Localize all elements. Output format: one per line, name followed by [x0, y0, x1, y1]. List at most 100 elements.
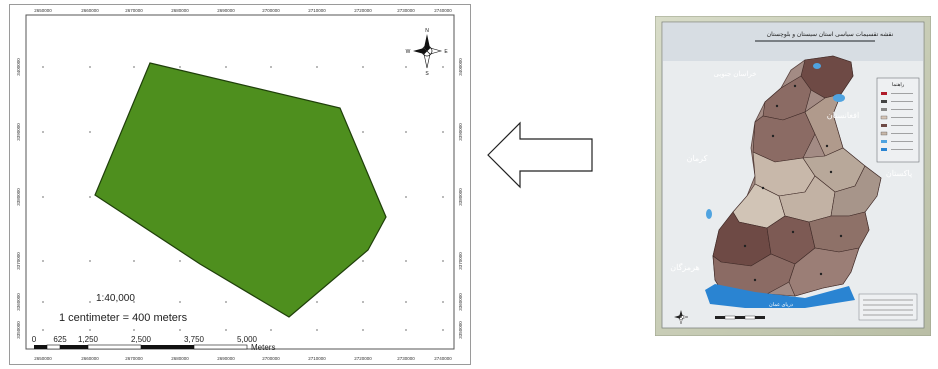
gulf-of-oman — [705, 284, 855, 308]
north-label: N — [425, 28, 429, 34]
scalebar-tick-label: 0 — [32, 335, 37, 344]
graticule-dot — [42, 301, 44, 303]
west-label: W — [406, 49, 411, 55]
graticule-dot — [316, 329, 318, 331]
study-area-map: 2650000 2660000 2670000 2680000 2690000 … — [9, 4, 471, 365]
map-legend: راهنما — [876, 77, 920, 163]
graticule-dot — [89, 329, 91, 331]
label-oman-sea: دریای عمان — [769, 302, 793, 308]
graticule-dot — [442, 66, 444, 68]
subtitle-line — [755, 40, 875, 42]
top-coord-label: 2670000 — [125, 8, 143, 13]
graticule-dot — [405, 329, 407, 331]
graticule-dot — [179, 260, 181, 262]
top-coord-label: 2720000 — [354, 8, 372, 13]
scalebar-tick-label: 1,250 — [78, 335, 99, 344]
graticule-dot — [179, 301, 181, 303]
top-coord-label: 2660000 — [81, 8, 99, 13]
top-coord-label: 2650000 — [34, 8, 52, 13]
graticule-dot — [42, 131, 44, 133]
graticule-dot — [42, 196, 44, 198]
graticule-dot — [179, 66, 181, 68]
graticule-dot — [89, 66, 91, 68]
top-coord-label: 2710000 — [308, 8, 326, 13]
graticule-dot — [316, 301, 318, 303]
graticule-dot — [442, 301, 444, 303]
right-coord-label: 3380000 — [458, 188, 463, 206]
graticule-dot — [405, 301, 407, 303]
bottom-coord-label: 2700000 — [262, 356, 280, 361]
graticule-dot — [133, 329, 135, 331]
graticule-dot — [442, 131, 444, 133]
scalebar-tick-label: 625 — [53, 335, 67, 344]
east-label: E — [444, 49, 448, 55]
graticule-dot — [362, 301, 364, 303]
scalebar-unit: Meters — [251, 343, 275, 352]
graticule-dot — [179, 329, 181, 331]
graticule-dot — [442, 260, 444, 262]
scale-description: 1 centimeter = 400 meters — [59, 312, 188, 324]
graticule-dot — [442, 196, 444, 198]
graticule-dots — [42, 66, 444, 331]
top-coord-label: 2700000 — [262, 8, 280, 13]
left-coord-label: 3390000 — [16, 123, 21, 141]
graticule-dot — [133, 301, 135, 303]
scalebar-tick-label: 2,500 — [131, 335, 152, 344]
graticule-dot — [42, 329, 44, 331]
graticule-dot — [270, 329, 272, 331]
graticule-dot — [362, 260, 364, 262]
province-map: نقشه تقسیمات سیاسی استان سیستان و بلوچست… — [655, 16, 931, 336]
bottom-coord-label: 2720000 — [354, 356, 372, 361]
graticule-dot — [405, 196, 407, 198]
bottom-coord-label: 2690000 — [217, 356, 235, 361]
hamun-lakes — [706, 63, 845, 219]
right-coord-label: 3360000 — [458, 293, 463, 311]
graticule-dot — [89, 301, 91, 303]
graticule-dot — [316, 66, 318, 68]
graticule-dot — [405, 131, 407, 133]
bottom-coord-label: 2670000 — [125, 356, 143, 361]
map-info-block — [858, 293, 918, 321]
south-label: S — [425, 71, 429, 77]
bottom-coord-label: 2650000 — [34, 356, 52, 361]
province-scale-bar — [715, 315, 765, 320]
graticule-dot — [270, 66, 272, 68]
right-coord-label: 3370000 — [458, 252, 463, 270]
graticule-dot — [405, 66, 407, 68]
graticule-dot — [442, 329, 444, 331]
right-coord-label: 3400000 — [458, 58, 463, 76]
graticule-dot — [362, 329, 364, 331]
label-afghanistan: افغانستان — [827, 111, 859, 120]
graticule-dot — [225, 66, 227, 68]
legend-title: راهنما — [892, 82, 905, 88]
left-coord-label: 3360000 — [16, 293, 21, 311]
graticule-dot — [89, 196, 91, 198]
right-coord-label: 3350000 — [458, 321, 463, 339]
scale-ratio: 1:40,000 — [96, 293, 135, 304]
scale-bar: 0 625 1,250 2,500 3,750 5,000 Meters — [32, 335, 276, 352]
graticule-dot — [89, 131, 91, 133]
bottom-coord-label: 2740000 — [434, 356, 452, 361]
label-pakistan: پاکستان — [886, 169, 912, 178]
left-coord-label: 3380000 — [16, 188, 21, 206]
label-south-khorasan: خراسان جنوبی — [713, 70, 756, 78]
left-coord-label: 3370000 — [16, 252, 21, 270]
left-arrow-icon — [487, 121, 593, 189]
label-kerman: کرمان — [687, 154, 708, 163]
north-arrow-icon: N S E W — [406, 28, 449, 77]
graticule-dot — [133, 66, 135, 68]
top-coord-label: 2730000 — [397, 8, 415, 13]
top-coord-label: 2740000 — [434, 8, 452, 13]
bottom-coord-label: 2680000 — [171, 356, 189, 361]
top-coord-label: 2690000 — [217, 8, 235, 13]
bottom-coord-label: 2660000 — [81, 356, 99, 361]
left-coord-label: 3350000 — [16, 321, 21, 339]
graticule-dot — [362, 66, 364, 68]
graticule-dot — [42, 66, 44, 68]
graticule-dot — [225, 329, 227, 331]
graticule-dot — [42, 260, 44, 262]
settlement-markers — [743, 84, 843, 282]
graticule-dot — [405, 260, 407, 262]
right-coord-label: 3390000 — [458, 123, 463, 141]
graticule-dot — [89, 260, 91, 262]
